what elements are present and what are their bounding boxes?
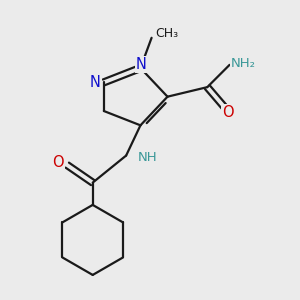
Text: N: N: [136, 57, 147, 72]
Text: NH₂: NH₂: [231, 57, 256, 70]
Text: NH: NH: [137, 152, 157, 164]
Text: NH₂: NH₂: [233, 55, 258, 68]
Text: N: N: [90, 75, 101, 90]
Text: O: O: [52, 155, 64, 170]
Text: O: O: [222, 105, 234, 120]
Text: CH₃: CH₃: [155, 26, 178, 40]
